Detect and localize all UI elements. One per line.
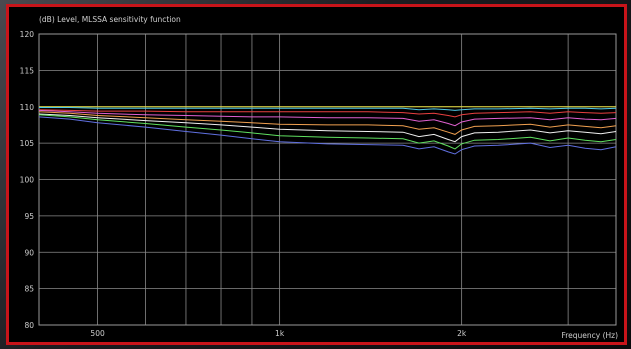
chart-title: (dB) Level, MLSSA sensitivity function	[39, 15, 181, 24]
series-line	[39, 107, 617, 111]
x-tick-labels: 500 1k 2k	[90, 329, 466, 338]
plot-border	[38, 33, 617, 326]
y-tick-label: 100	[20, 176, 35, 185]
y-tick-label: 120	[20, 30, 35, 39]
frequency-response-chart: 80 85 90 95 100 105 110 115 120 500 1k 2k (dB) Lev…	[9, 7, 624, 342]
y-tick-label: 110	[20, 103, 35, 112]
series-line	[38, 116, 617, 155]
series-line	[38, 109, 617, 118]
series-line	[38, 113, 617, 143]
chart-panel: 80 85 90 95 100 105 110 115 120 500 1k 2k (dB) Lev…	[6, 4, 627, 345]
y-tick-label: 115	[20, 66, 35, 75]
y-tick-label: 95	[24, 212, 34, 221]
series-line	[38, 111, 617, 135]
y-tick-labels: 80 85 90 95 100 105 110 115 120	[20, 30, 35, 330]
series-line	[38, 109, 617, 127]
series-lines	[38, 106, 617, 155]
chart-background	[9, 7, 624, 342]
x-tick-label: 500	[90, 329, 105, 338]
x-tick-label: 2k	[457, 329, 467, 338]
x-axis-label: Frequency (Hz)	[561, 331, 618, 340]
grid	[38, 33, 617, 326]
y-tick-label: 80	[24, 321, 34, 330]
y-tick-label: 90	[24, 248, 34, 257]
y-tick-label: 105	[20, 139, 35, 148]
series-line	[38, 114, 617, 150]
x-tick-label: 1k	[275, 329, 285, 338]
y-tick-label: 85	[24, 285, 34, 294]
